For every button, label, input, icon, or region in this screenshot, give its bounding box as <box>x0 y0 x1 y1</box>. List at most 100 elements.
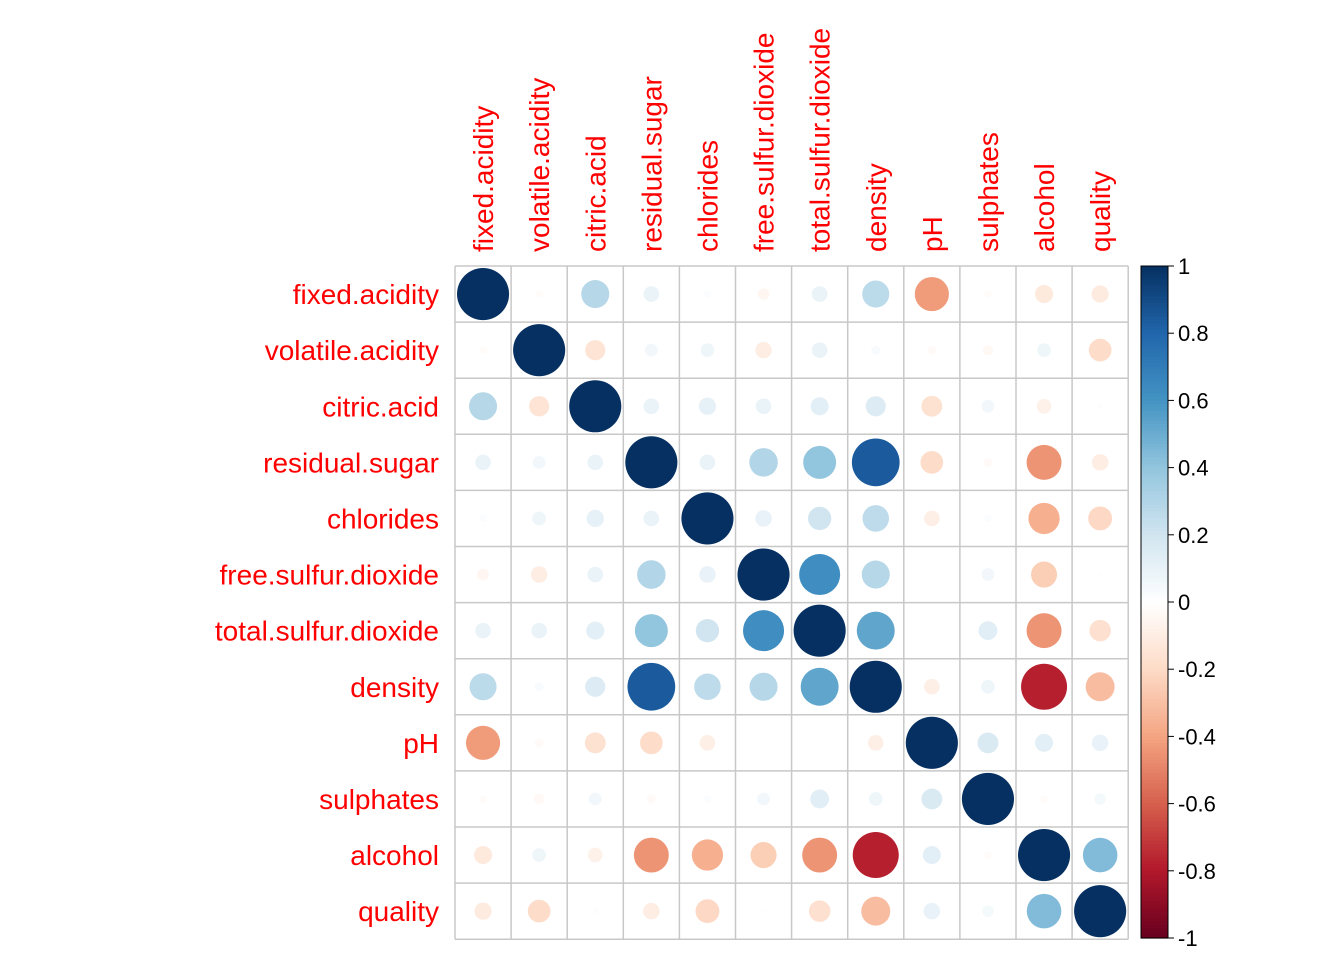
row-label: chlorides <box>327 503 439 534</box>
colorbar-segment <box>1141 773 1168 778</box>
colorbar-segment <box>1141 326 1168 331</box>
corr-circle <box>532 848 547 862</box>
corr-circle <box>977 732 999 754</box>
colorbar-segment <box>1141 524 1168 529</box>
colorbar-segment <box>1141 709 1168 714</box>
colorbar-segment <box>1141 299 1168 304</box>
corr-circle <box>1031 561 1058 588</box>
colorbar-segment <box>1141 360 1168 365</box>
colorbar-segment <box>1141 282 1168 287</box>
corr-circle <box>474 846 493 865</box>
corr-circle <box>532 455 546 469</box>
colorbar-segment <box>1141 390 1168 395</box>
colorbar-segment <box>1141 565 1168 569</box>
colorbar-segment <box>1141 682 1168 687</box>
colorbar-segment <box>1141 749 1168 754</box>
corr-circle <box>810 397 829 416</box>
corr-circle <box>703 795 712 803</box>
corr-circle <box>1082 837 1118 873</box>
colorbar-segment <box>1141 635 1168 640</box>
colorbar-segment <box>1141 880 1168 885</box>
colorbar-segment <box>1141 544 1168 549</box>
colorbar-tick-label: -0.4 <box>1178 724 1216 749</box>
colorbar-segment <box>1141 857 1168 862</box>
colorbar-segment <box>1141 427 1168 432</box>
colorbar-segment <box>1141 292 1168 297</box>
corr-circle <box>981 679 995 694</box>
colorbar-segment <box>1141 904 1168 909</box>
colorbar-segment <box>1141 803 1168 808</box>
corr-circle <box>700 343 715 358</box>
corr-circle <box>1026 613 1062 649</box>
colorbar-segment <box>1141 622 1168 627</box>
colorbar-segment <box>1141 306 1168 311</box>
corr-circle <box>695 899 720 924</box>
corr-circle <box>633 837 669 873</box>
colorbar-segment <box>1141 605 1168 610</box>
colorbar-segment <box>1141 286 1168 291</box>
colorbar-segment <box>1141 800 1168 805</box>
row-label: fixed.acidity <box>293 279 439 310</box>
colorbar-segment <box>1141 901 1168 905</box>
colorbar-segment <box>1141 854 1168 858</box>
colorbar-segment <box>1141 568 1168 573</box>
corr-circle <box>1074 885 1127 938</box>
corr-circle <box>1026 893 1062 929</box>
corr-circle <box>639 731 663 755</box>
colorbar-segment <box>1141 696 1168 701</box>
colorbar-segment <box>1141 659 1168 664</box>
colorbar-segment <box>1141 581 1168 586</box>
corr-circle <box>479 514 487 523</box>
colorbar-segment <box>1141 642 1168 647</box>
corr-circle <box>646 794 656 804</box>
corr-circle <box>868 792 883 806</box>
colorbar-segment <box>1141 843 1168 848</box>
row-label: sulphates <box>319 784 439 815</box>
corr-circle <box>1018 829 1071 882</box>
colorbar-segment <box>1141 921 1168 926</box>
colorbar-segment <box>1141 820 1168 825</box>
corr-circle <box>793 604 846 657</box>
colorbar-segment <box>1141 554 1168 559</box>
colorbar-segment <box>1141 743 1168 748</box>
colorbar-segment <box>1141 269 1168 274</box>
colorbar-segment <box>1141 632 1168 637</box>
row-label: residual.sugar <box>263 447 439 478</box>
colorbar-segment <box>1141 578 1168 583</box>
corr-circle <box>743 610 785 652</box>
colorbar-segment <box>1141 313 1168 317</box>
colorbar-segment <box>1141 793 1168 798</box>
colorbar-segment <box>1141 847 1168 852</box>
corr-circle <box>737 548 790 601</box>
colorbar-segment <box>1141 669 1168 674</box>
colorbar-segment <box>1141 266 1168 270</box>
colorbar-segment <box>1141 333 1168 338</box>
colorbar-segment <box>1141 864 1168 869</box>
corr-circle <box>695 619 720 643</box>
grid <box>454 265 1129 940</box>
colorbar-segment <box>1141 615 1168 620</box>
colorbar-segment <box>1141 608 1168 613</box>
colorbar-segment <box>1141 796 1168 801</box>
colorbar-segment <box>1141 410 1168 415</box>
colorbar-segment <box>1141 470 1168 475</box>
column-label: density <box>861 163 892 252</box>
corr-circle <box>527 899 551 923</box>
corr-circle <box>643 902 660 920</box>
corr-circle <box>862 280 890 308</box>
colorbar-segment <box>1141 827 1168 832</box>
row-label: pH <box>403 728 439 759</box>
corr-circle <box>808 900 831 922</box>
colorbar-segment <box>1141 870 1168 875</box>
corr-circle <box>475 454 491 471</box>
colorbar-segment <box>1141 484 1168 489</box>
colorbar-segment <box>1141 444 1168 449</box>
corr-circle <box>530 566 548 583</box>
corr-circle <box>811 286 828 302</box>
colorbar-segment <box>1141 481 1168 485</box>
corr-circle <box>585 676 606 697</box>
colorbar-segment <box>1141 780 1168 785</box>
corr-circle <box>961 772 1014 825</box>
column-label: citric.acid <box>580 135 611 252</box>
